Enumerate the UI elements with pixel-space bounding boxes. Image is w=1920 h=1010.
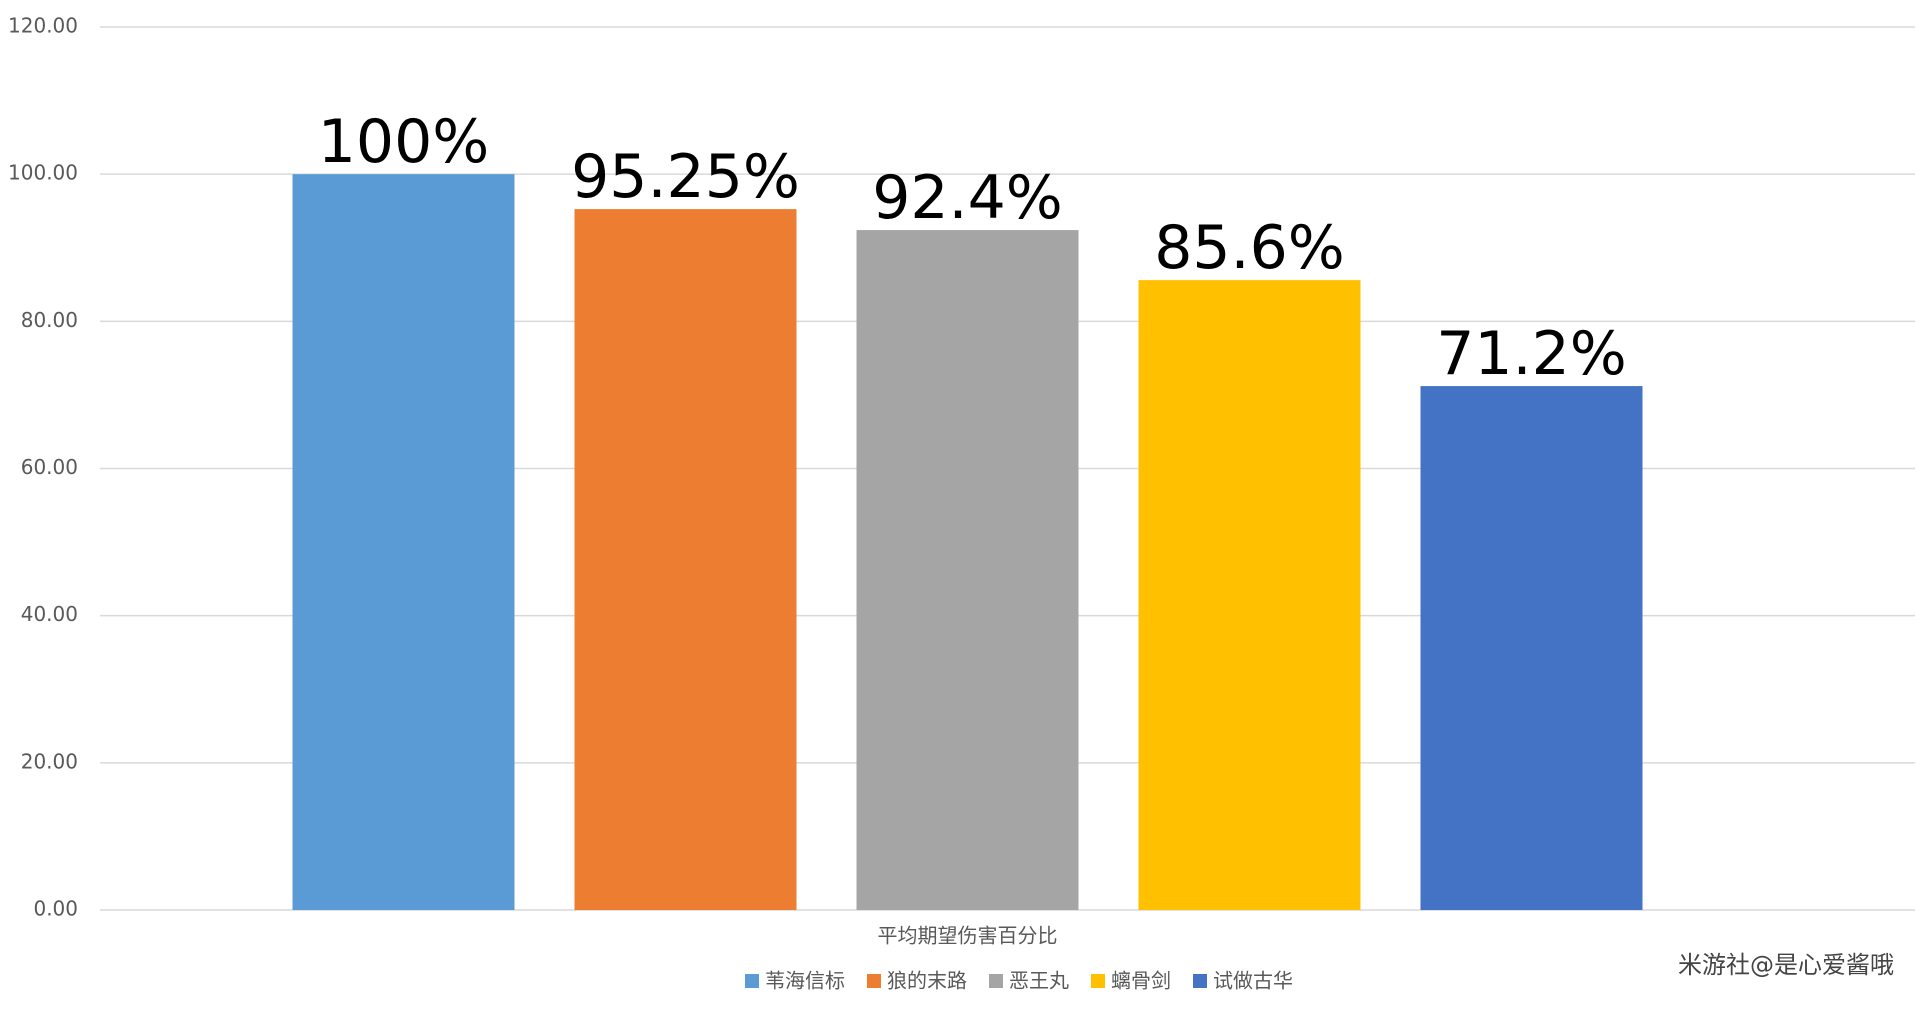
y-tick-label: 40.00: [21, 602, 78, 626]
legend-swatch: [1091, 974, 1105, 988]
legend-label: 螭骨剑: [1111, 969, 1171, 993]
x-tick-label: 平均期望伤害百分比: [878, 924, 1058, 948]
y-tick-label: 100.00: [8, 161, 78, 185]
value-label: 85.6%: [1154, 213, 1345, 283]
bar: [292, 174, 515, 910]
legend-swatch: [1193, 974, 1207, 988]
value-label: 71.2%: [1436, 319, 1627, 389]
legend-label: 试做古华: [1213, 969, 1293, 993]
bar: [1138, 280, 1361, 910]
bar: [1420, 386, 1643, 910]
legend-label: 恶王丸: [1009, 969, 1069, 993]
legend-swatch: [745, 974, 759, 988]
value-label: 95.25%: [571, 142, 800, 212]
legend-label: 狼的末路: [887, 969, 967, 993]
y-tick-label: 0.00: [33, 897, 78, 921]
bar: [574, 209, 797, 910]
y-tick-label: 120.00: [8, 14, 78, 38]
bar: [856, 230, 1079, 911]
watermark: 米游社@是心爱酱哦: [1678, 951, 1894, 979]
legend-swatch: [989, 974, 1003, 988]
legend-swatch: [867, 974, 881, 988]
y-tick-label: 60.00: [21, 455, 78, 479]
legend-label: 苇海信标: [765, 969, 845, 993]
y-tick-label: 80.00: [21, 308, 78, 332]
value-label: 100%: [318, 107, 490, 177]
y-tick-label: 20.00: [21, 749, 78, 773]
value-label: 92.4%: [872, 163, 1063, 233]
